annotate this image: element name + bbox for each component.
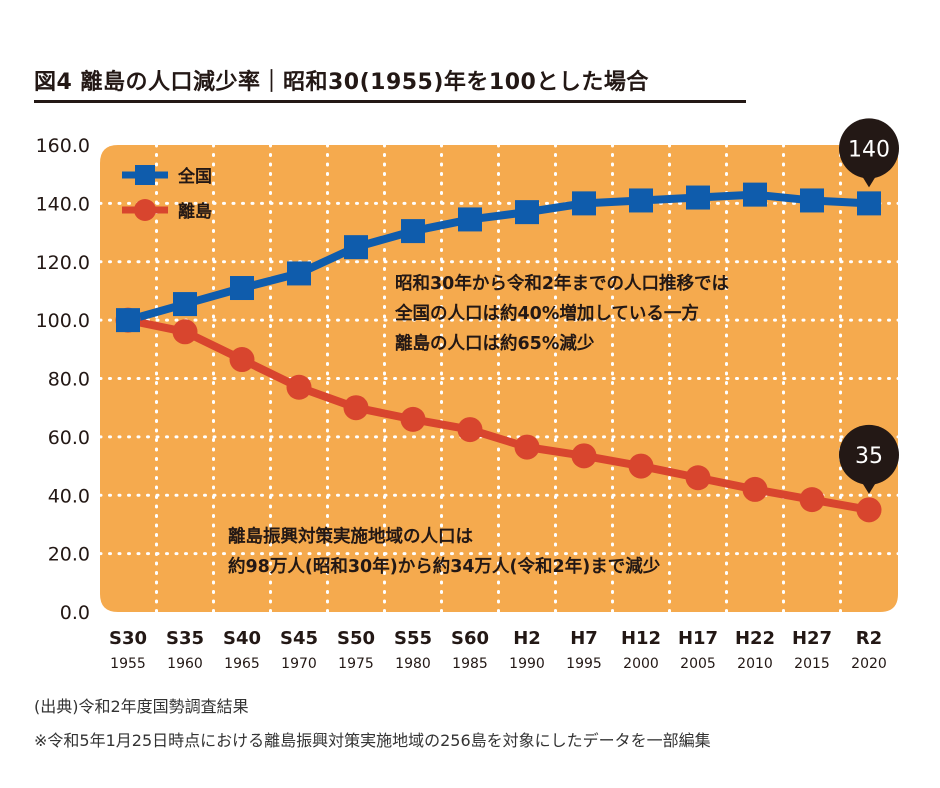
x-tick-year-label: 1985 <box>452 656 488 672</box>
data-point-national <box>458 207 482 232</box>
data-point-islands <box>856 497 882 523</box>
data-point-islands <box>229 347 255 373</box>
annotation-summary-line: 全国の人口は約40%増加している一方 <box>395 304 699 324</box>
data-point-national <box>116 308 140 333</box>
data-point-national <box>857 191 881 216</box>
data-point-islands <box>343 395 369 421</box>
annotation-summary-line: 昭和30年から令和2年までの人口推移では <box>395 274 730 294</box>
data-point-national <box>173 292 197 317</box>
x-tick-year-label: 1960 <box>167 656 203 672</box>
data-point-islands <box>172 319 198 345</box>
y-tick-label: 40.0 <box>48 485 90 507</box>
y-tick-label: 160.0 <box>36 135 90 157</box>
x-tick-label: S55 <box>394 628 432 649</box>
data-point-national <box>572 191 596 216</box>
y-tick-label: 0.0 <box>60 602 90 624</box>
x-tick-label: H12 <box>621 628 661 649</box>
annotation-summary: 昭和30年から令和2年までの人口推移では 全国の人口は約40%増加している一方 … <box>395 269 729 359</box>
callout-pointer <box>861 174 877 188</box>
data-point-national <box>401 219 425 244</box>
x-tick-label: H2 <box>513 628 541 649</box>
data-point-national <box>629 188 653 213</box>
data-point-islands <box>685 465 711 491</box>
callout-bubble: 35 <box>839 424 899 494</box>
callout-label: 35 <box>855 444 883 469</box>
x-tick-year-label: 2000 <box>623 656 659 672</box>
y-tick-label: 20.0 <box>48 544 90 566</box>
y-tick-label: 140.0 <box>36 193 90 215</box>
title-underline <box>34 100 746 103</box>
data-point-islands <box>457 417 483 443</box>
x-tick-label: S30 <box>109 628 147 649</box>
x-tick-label: H17 <box>678 628 718 649</box>
x-tick-year-label: 1965 <box>224 656 260 672</box>
legend: 全国 離島 <box>122 165 212 222</box>
data-point-national <box>515 200 539 225</box>
source-note: (出典)令和2年度国勢調査結果 <box>34 697 249 716</box>
x-tick-label: S60 <box>451 628 489 649</box>
data-point-national <box>686 185 710 210</box>
callout-circle <box>839 424 899 485</box>
annotation-islands-line: 約98万人(昭和30年)から約34万人(令和2年)まで減少 <box>228 557 661 577</box>
x-tick-year-label: 2010 <box>737 656 773 672</box>
data-point-islands <box>514 434 540 460</box>
x-tick-year-label: 1995 <box>566 656 602 672</box>
x-tick-year-label: 1970 <box>281 656 317 672</box>
chart-title: 図4 離島の人口減少率｜昭和30(1955)年を100とした場合 <box>34 70 649 95</box>
callout-label: 140 <box>848 137 890 162</box>
callout-bubble: 140 <box>839 118 899 188</box>
y-tick-label: 100.0 <box>36 310 90 332</box>
data-point-islands <box>400 406 426 432</box>
x-tick-label: H7 <box>570 628 598 649</box>
x-tick-year-label: 2015 <box>794 656 830 672</box>
data-point-islands <box>628 453 654 479</box>
x-tick-year-label: 2005 <box>680 656 716 672</box>
x-tick-year-label: 1990 <box>509 656 545 672</box>
x-tick-year-label: 1975 <box>338 656 374 672</box>
x-tick-year-label: 1980 <box>395 656 431 672</box>
data-point-islands <box>742 476 768 502</box>
x-tick-label: H27 <box>792 628 832 649</box>
legend-square-marker-icon <box>135 165 155 185</box>
x-tick-year-label: 2020 <box>851 656 887 672</box>
x-tick-label: S40 <box>223 628 261 649</box>
data-point-national <box>743 182 767 207</box>
y-tick-label: 80.0 <box>48 369 90 391</box>
data-point-national <box>287 261 311 286</box>
annotation-summary-line: 離島の人口は約65%減少 <box>395 334 595 354</box>
x-tick-label: R2 <box>856 628 882 649</box>
data-point-islands <box>571 443 597 469</box>
data-point-islands <box>286 374 312 400</box>
annotation-islands-population: 離島振興対策実施地域の人口は 約98万人(昭和30年)から約34万人(令和2年)… <box>228 522 660 582</box>
x-tick-label: S35 <box>166 628 204 649</box>
data-point-islands <box>799 487 825 513</box>
legend-label-islands: 離島 <box>178 201 212 222</box>
x-tick-label: S50 <box>337 628 375 649</box>
callout-circle <box>839 118 899 179</box>
footnote: ※令和5年1月25日時点における離島振興対策実施地域の256島を対象にしたデータ… <box>34 731 711 750</box>
callout-pointer <box>861 480 877 494</box>
legend-circle-marker-icon <box>134 199 156 221</box>
x-tick-year-label: 1955 <box>110 656 146 672</box>
y-tick-label: 60.0 <box>48 427 90 449</box>
data-point-national <box>344 235 368 260</box>
y-tick-label: 120.0 <box>36 252 90 274</box>
x-tick-label: S45 <box>280 628 318 649</box>
data-point-national <box>800 188 824 213</box>
x-tick-label: H22 <box>735 628 775 649</box>
data-point-national <box>230 276 254 301</box>
legend-label-national: 全国 <box>177 166 212 187</box>
annotation-islands-line: 離島振興対策実施地域の人口は <box>228 527 473 547</box>
